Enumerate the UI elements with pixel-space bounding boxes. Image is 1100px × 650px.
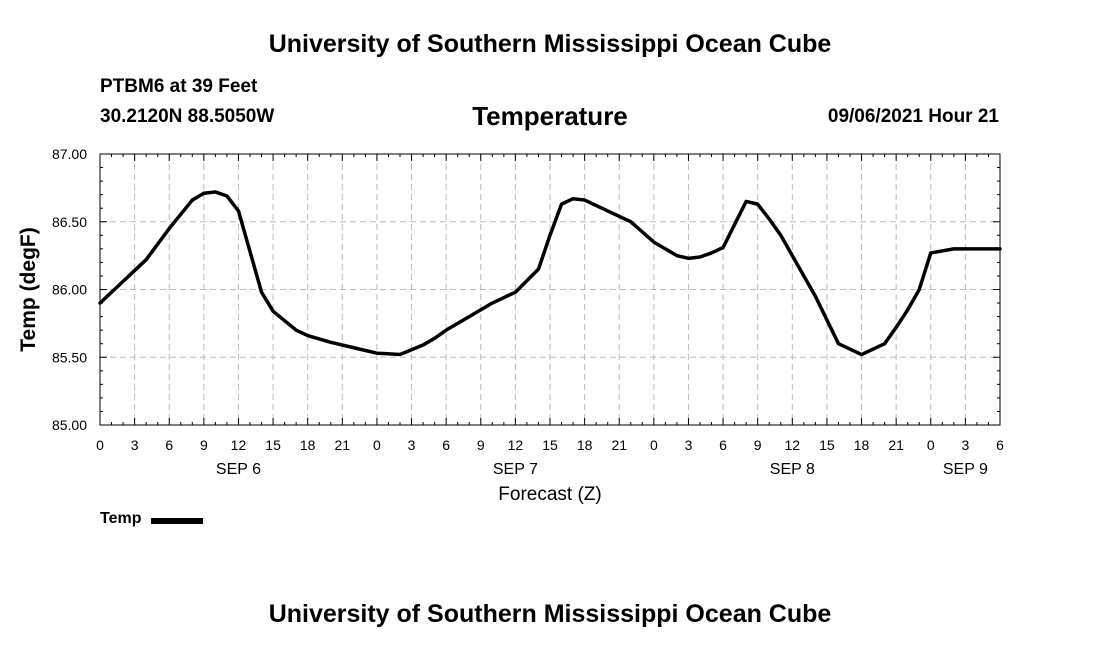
x-tick-label: 3 [961, 437, 969, 453]
x-tick-label: 15 [542, 437, 558, 453]
x-tick-label: 21 [335, 437, 351, 453]
y-tick-label: 87.00 [52, 146, 87, 162]
x-tick-label: 6 [442, 437, 450, 453]
x-tick-label: 6 [996, 437, 1004, 453]
x-tick-label: 9 [754, 437, 762, 453]
temperature-series-line [98, 190, 1002, 357]
x-tick-label: 12 [508, 437, 524, 453]
x-tick-label: 0 [927, 437, 935, 453]
legend-label: Temp [100, 510, 142, 527]
x-tick-label: 3 [685, 437, 693, 453]
x-tick-label: 9 [477, 437, 485, 453]
x-tick-label: 18 [577, 437, 593, 453]
legend: Temp [100, 510, 204, 528]
x-tick-label: 0 [96, 437, 104, 453]
x-tick-label: 0 [650, 437, 658, 453]
y-tick-label: 86.00 [52, 282, 87, 298]
x-tick-label: 18 [854, 437, 870, 453]
x-tick-label: 0 [373, 437, 381, 453]
legend-line-swatch [151, 517, 204, 524]
x-tick-label: 6 [719, 437, 727, 453]
chart-title: Temperature [472, 101, 628, 131]
y-tick-label: 86.50 [52, 214, 87, 230]
day-label: SEP 9 [943, 461, 988, 478]
day-label: SEP 8 [770, 461, 815, 478]
day-label: SEP 7 [493, 461, 538, 478]
x-tick-label: 18 [300, 437, 316, 453]
x-tick-label: 12 [231, 437, 247, 453]
x-tick-label: 3 [131, 437, 139, 453]
x-tick-label: 12 [785, 437, 801, 453]
x-tick-label: 15 [265, 437, 281, 453]
top-title: University of Southern Mississippi Ocean… [268, 30, 832, 58]
x-tick-label: 6 [165, 437, 173, 453]
x-tick-label: 21 [611, 437, 627, 453]
y-tick-label: 85.50 [52, 349, 87, 365]
forecast-datetime: 09/06/2021 Hour 21 [827, 106, 999, 127]
station-name: PTBM6 at 39 Feet [100, 76, 258, 97]
x-tick-label: 9 [200, 437, 208, 453]
x-tick-label: 21 [888, 437, 904, 453]
bottom-title: University of Southern Mississippi Ocean… [268, 600, 832, 628]
station-coordinates: 30.2120N 88.5050W [100, 106, 275, 127]
y-axis-label: Temp (degF) [17, 227, 40, 351]
x-tick-label: 3 [408, 437, 416, 453]
day-label: SEP 6 [216, 461, 261, 478]
x-tick-label: 15 [819, 437, 835, 453]
y-tick-label: 85.00 [52, 417, 87, 433]
x-axis-label: Forecast (Z) [498, 484, 601, 505]
